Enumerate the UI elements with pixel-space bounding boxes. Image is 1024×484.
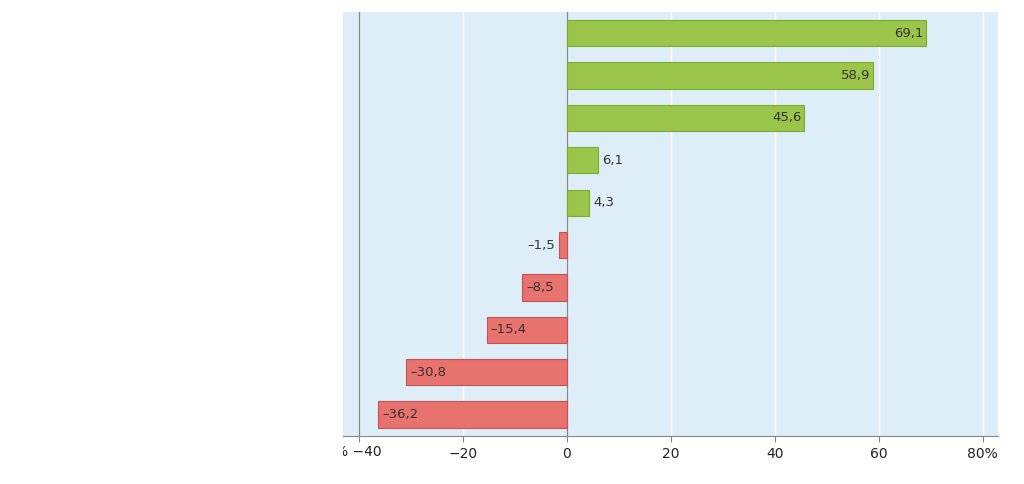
Bar: [566, 147, 598, 173]
Text: 69,1: 69,1: [894, 27, 924, 40]
Text: –30,8: –30,8: [411, 365, 446, 378]
Text: 4,3: 4,3: [593, 196, 614, 209]
Bar: [566, 105, 804, 131]
Bar: [522, 274, 566, 301]
Bar: [566, 190, 589, 216]
Bar: [486, 317, 566, 343]
Text: 58,9: 58,9: [841, 69, 870, 82]
Text: 6,1: 6,1: [602, 154, 624, 167]
Bar: [566, 62, 873, 89]
Bar: [407, 359, 566, 385]
Text: % −40: % −40: [335, 445, 382, 459]
Bar: [559, 232, 566, 258]
Text: –36,2: –36,2: [383, 408, 419, 421]
Bar: [566, 20, 926, 46]
Text: –8,5: –8,5: [526, 281, 554, 294]
Bar: [379, 401, 566, 427]
Text: 45,6: 45,6: [772, 111, 801, 124]
Text: –1,5: –1,5: [527, 239, 555, 252]
Text: –15,4: –15,4: [490, 323, 527, 336]
